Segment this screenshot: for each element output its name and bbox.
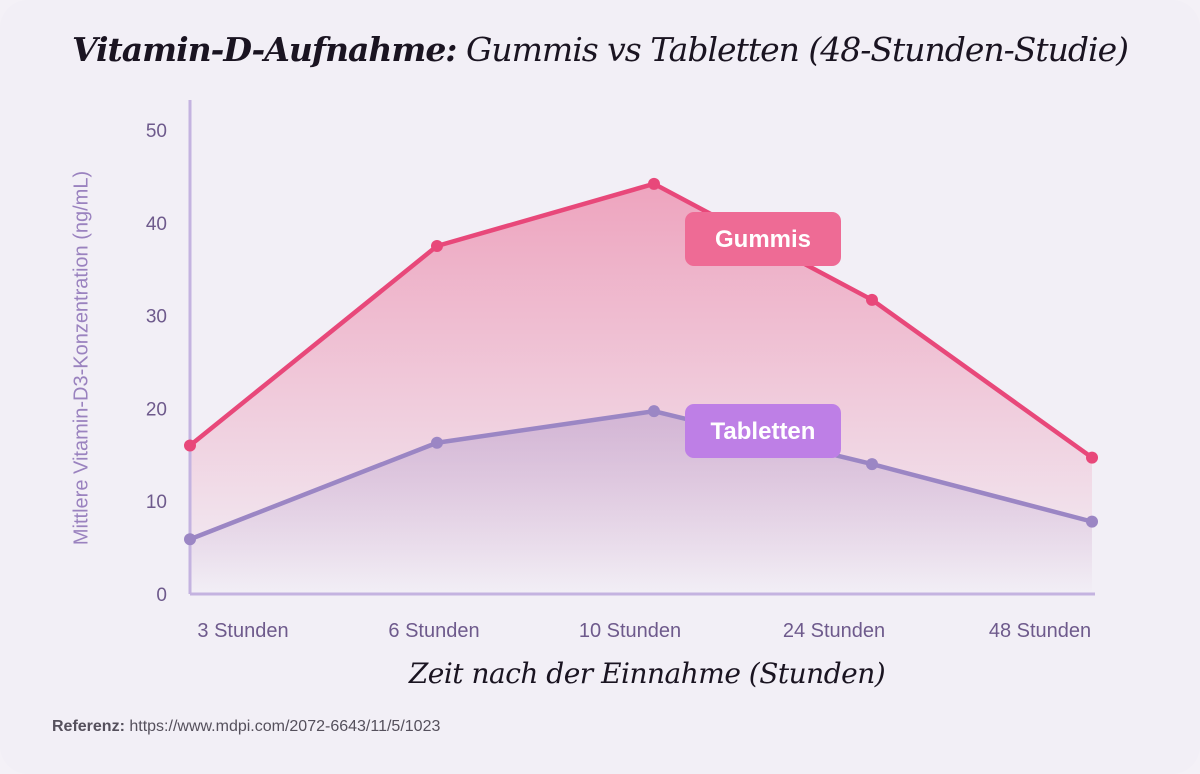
y-tick-label: 30: [146, 307, 167, 328]
tabletten-label-badge: [685, 404, 841, 458]
x-tick-label: 48 Stunden: [989, 620, 1091, 642]
x-tick-label: 3 Stunden: [197, 620, 288, 642]
chart-title: Vitamin-D-Aufnahme: Gummis vs Tabletten …: [0, 30, 1200, 69]
x-tick-label: 24 Stunden: [783, 620, 885, 642]
y-axis-label: Mittlere Vitamin-D3-Konzentration (ng/mL…: [70, 170, 93, 546]
y-tick-label: 20: [146, 399, 167, 420]
gummis-label-badge: [685, 212, 841, 266]
gummis-point: [866, 293, 878, 306]
tabletten-point: [648, 405, 660, 418]
reference-label: Referenz:: [52, 718, 125, 735]
reference-url: https://www.mdpi.com/2072-6643/11/5/1023: [129, 718, 441, 735]
tabletten-point: [184, 533, 196, 546]
chart-title-bold: Vitamin-D-Aufnahme:: [71, 30, 458, 69]
y-tick-label: 10: [146, 492, 167, 513]
gummis-point: [431, 240, 443, 252]
reference: Referenz: https://www.mdpi.com/2072-6643…: [52, 718, 440, 736]
tabletten-label-text: Tabletten: [711, 418, 816, 445]
tabletten-point: [431, 436, 443, 449]
gummis-point: [1086, 451, 1098, 464]
y-tick-label: 40: [146, 214, 167, 235]
y-tick-label: 0: [156, 585, 167, 606]
gummis-point: [648, 177, 660, 190]
tabletten-point: [1086, 515, 1098, 528]
chart-title-rest: Gummis vs Tabletten (48-Stunden-Studie): [456, 30, 1129, 69]
tabletten-area: [190, 411, 1092, 594]
x-tick-label: 10 Stunden: [579, 620, 681, 642]
gummis-point: [184, 439, 196, 452]
y-tick-label: 50: [146, 121, 167, 142]
x-tick-label: 6 Stunden: [388, 620, 479, 642]
gummis-label-text: Gummis: [715, 226, 811, 253]
tabletten-point: [866, 458, 878, 471]
x-axis-label: Zeit nach der Einnahme (Stunden): [408, 657, 886, 690]
